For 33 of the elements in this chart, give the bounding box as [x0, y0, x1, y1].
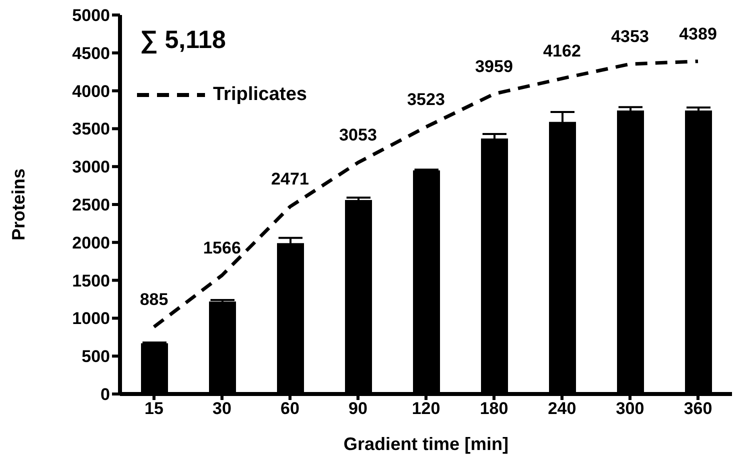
- y-axis-title: Proteins: [8, 168, 28, 241]
- x-tick-label: 90: [348, 399, 368, 418]
- y-tick-label: 3000: [72, 158, 110, 177]
- y-tick-label: 500: [82, 347, 110, 366]
- annotation: ∑ 5,118: [140, 26, 226, 55]
- x-tick-label: 15: [144, 399, 164, 418]
- data-label: 1566: [203, 238, 241, 258]
- y-tick-label: 1500: [72, 271, 110, 290]
- x-axis-title: Gradient time [min]: [343, 434, 509, 454]
- y-tick-label: 1000: [72, 309, 110, 328]
- y-tick-label: 0: [100, 385, 110, 404]
- data-label: 3959: [475, 56, 513, 76]
- data-label: 885: [140, 290, 168, 309]
- y-tick-label: 2000: [72, 233, 110, 252]
- y-tick-label: 5000: [72, 6, 110, 26]
- y-tick-label: 4500: [72, 44, 110, 63]
- y-tick-label: 3500: [72, 120, 110, 139]
- data-label: 4353: [611, 27, 649, 46]
- data-label: 2471: [271, 170, 309, 189]
- x-tick-label: 60: [280, 399, 300, 418]
- data-label: 4162: [543, 42, 581, 61]
- data-label: 3053: [339, 126, 377, 145]
- x-tick-label: 180: [480, 399, 508, 418]
- x-tick-label: 300: [616, 399, 644, 418]
- y-tick-label: 4000: [72, 82, 110, 101]
- data-label: 4389: [679, 24, 717, 44]
- x-tick-label: 30: [212, 399, 232, 418]
- x-tick-label: 240: [548, 399, 576, 418]
- x-tick-label: 360: [684, 399, 712, 418]
- data-label: 3523: [407, 90, 445, 109]
- y-tick-label: 2500: [72, 196, 110, 215]
- x-tick-label: 120: [412, 399, 440, 418]
- legend-label: Triplicates: [213, 84, 307, 106]
